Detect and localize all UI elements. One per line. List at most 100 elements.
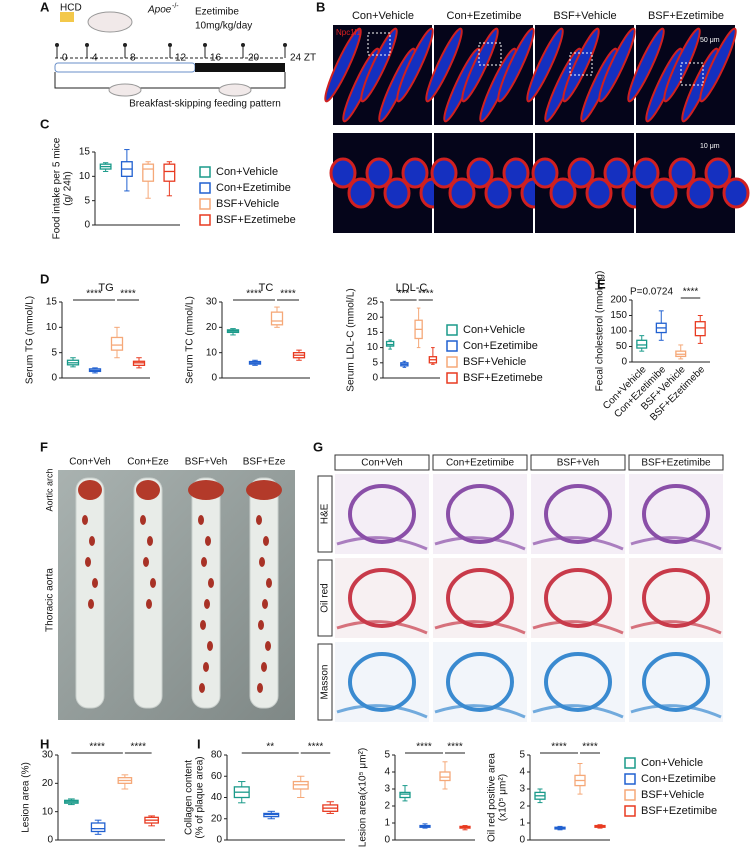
row-label: Aortic arch xyxy=(44,468,54,511)
lesion xyxy=(246,480,282,500)
lesion xyxy=(256,515,262,525)
y-tick-label: 5 xyxy=(84,195,90,206)
box xyxy=(90,822,106,833)
tissue xyxy=(430,157,458,189)
y-axis-label: Serum TC (mmol/L) xyxy=(185,296,196,384)
legend-swatch xyxy=(624,773,636,785)
tissue xyxy=(526,27,564,103)
y-tick-label: 3 xyxy=(384,784,390,795)
y-tick-label: 5 xyxy=(519,750,525,761)
legend-label: Con+Ezetimibe xyxy=(641,773,716,785)
row-box xyxy=(317,559,333,637)
box xyxy=(142,163,155,182)
lesion xyxy=(92,578,98,588)
y-tick-label: 0 xyxy=(47,835,53,846)
aorta xyxy=(75,477,105,709)
panel-label: I xyxy=(197,736,201,751)
significance: **** xyxy=(246,289,262,300)
lesion xyxy=(204,599,210,609)
y-tick-label: 1 xyxy=(519,818,525,829)
vessel xyxy=(446,568,514,628)
zoom-box xyxy=(367,32,391,56)
lesion xyxy=(82,515,88,525)
y-tick-label: 10 xyxy=(42,806,54,817)
box xyxy=(385,340,395,347)
y-tick-label: 4 xyxy=(384,767,390,778)
y-tick-label: 10 xyxy=(367,342,379,353)
time-label: 20 xyxy=(248,53,260,64)
tissue xyxy=(632,157,660,189)
legend-swatch xyxy=(624,757,636,769)
y-axis-label: Lesion area (%) xyxy=(21,762,32,833)
lesion xyxy=(143,557,149,567)
tissue xyxy=(668,157,696,189)
column-header: BSF+Veh xyxy=(557,458,600,469)
lesion xyxy=(147,536,153,546)
dark-bar xyxy=(195,63,285,72)
y-tick-label: 10 xyxy=(46,322,58,333)
tissue xyxy=(686,177,714,209)
vessel-wall xyxy=(434,620,526,635)
significance: **** xyxy=(308,742,324,753)
column-header: BSF+Vehicle xyxy=(553,10,616,22)
column-header: BSF+Ezetimibe xyxy=(648,10,724,22)
vessel xyxy=(348,568,416,628)
y-axis-label: Collagen content xyxy=(184,760,195,835)
vessel xyxy=(642,484,710,544)
y-tick-label: 80 xyxy=(211,750,223,761)
tissue xyxy=(497,27,535,103)
panel-label: A xyxy=(40,0,50,14)
significance: **** xyxy=(89,742,105,753)
tissue xyxy=(585,177,613,209)
tissue xyxy=(466,157,494,189)
light-bar xyxy=(54,62,196,73)
y-tick-label: 20 xyxy=(211,813,223,824)
vessel xyxy=(348,652,416,712)
tissue xyxy=(360,27,398,103)
y-axis-label: (g/ 24h) xyxy=(63,171,74,205)
stain-label: Npc1l1 xyxy=(336,28,361,37)
vessel-wall xyxy=(434,704,526,719)
significance: **** xyxy=(416,742,432,753)
vessel xyxy=(544,568,612,628)
tissue xyxy=(549,177,577,209)
tissue xyxy=(627,27,665,103)
drug: Ezetimibe xyxy=(195,7,239,18)
lesion xyxy=(199,683,205,693)
legend-label: Con+Ezetimibe xyxy=(216,182,291,194)
genotype: -/- xyxy=(172,3,179,10)
vessel-wall xyxy=(630,704,722,719)
tissue xyxy=(502,157,530,189)
vessel xyxy=(642,568,710,628)
zoom-box xyxy=(680,62,704,86)
y-tick-label: 10 xyxy=(79,171,91,182)
y-tick-label: 1 xyxy=(384,818,390,829)
y-axis-label: Serum TG (mmol/L) xyxy=(25,296,36,384)
box xyxy=(439,771,451,782)
time-label: 12 xyxy=(175,53,187,64)
legend-swatch xyxy=(446,324,458,336)
tissue xyxy=(383,177,411,209)
vessel xyxy=(446,652,514,712)
chart-title: TC xyxy=(259,282,274,294)
y-axis-label: Fecal cholesterol (nmol / g) xyxy=(595,271,606,392)
significance: **** xyxy=(551,742,567,753)
legend-label: Con+Vehicle xyxy=(641,757,703,769)
significance: ** xyxy=(266,742,274,753)
vessel-wall xyxy=(532,536,624,551)
significance: **** xyxy=(280,289,296,300)
vessel-wall xyxy=(336,536,428,551)
header-box xyxy=(334,454,430,471)
y-tick-label: 15 xyxy=(367,327,379,338)
lesion xyxy=(205,536,211,546)
lesion xyxy=(88,599,94,609)
tissue xyxy=(347,177,375,209)
legend-swatch xyxy=(446,372,458,384)
tissue xyxy=(704,157,732,189)
y-tick-label: 40 xyxy=(211,792,223,803)
lesion xyxy=(266,578,272,588)
tissue xyxy=(396,27,434,103)
significance: **** xyxy=(120,289,136,300)
tissue xyxy=(484,177,512,209)
